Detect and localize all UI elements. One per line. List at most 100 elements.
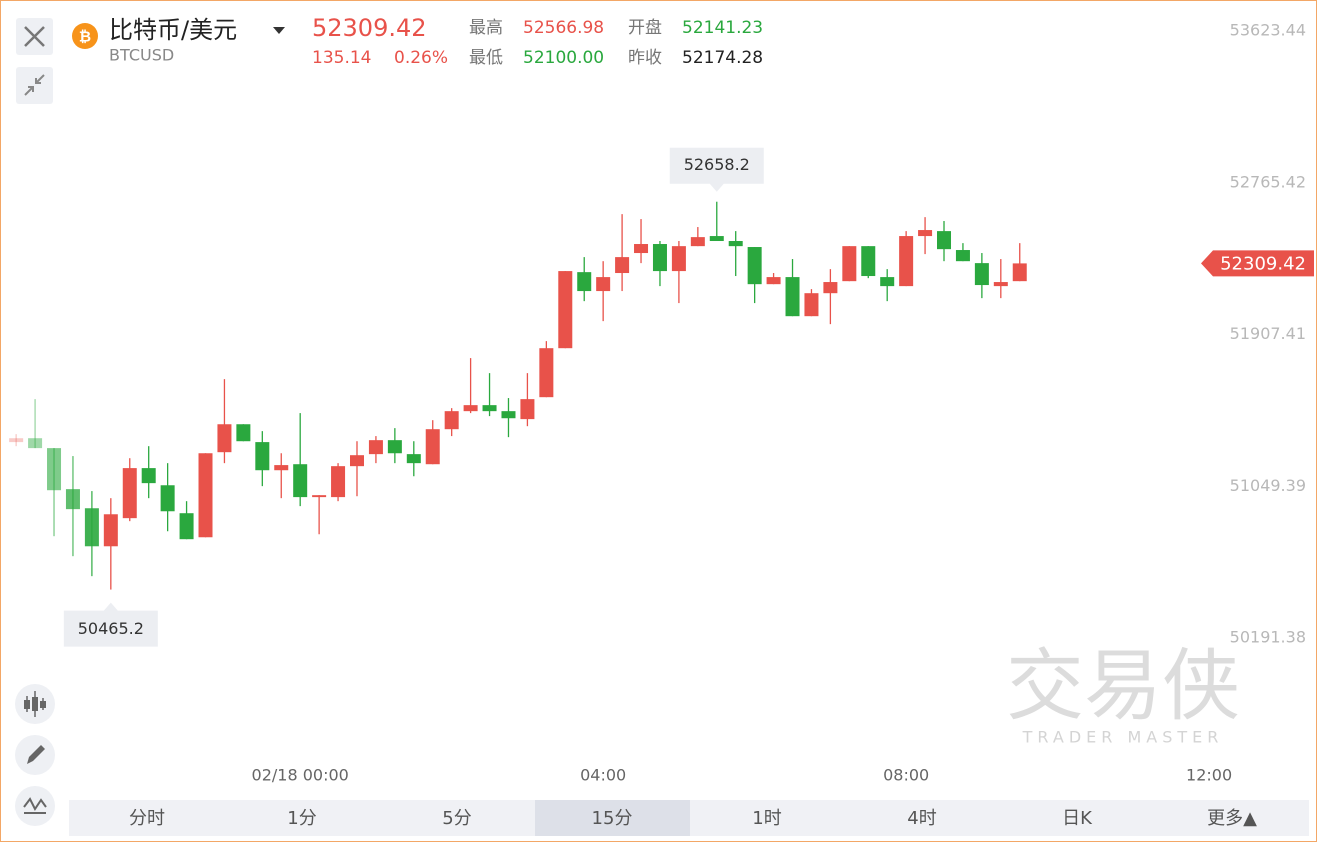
stat-value: 52100.00 bbox=[523, 48, 604, 68]
tab[interactable]: 更多▲ bbox=[1207, 808, 1257, 829]
coin-icon-glyph: ₿ bbox=[79, 28, 91, 46]
tab[interactable]: 4时 bbox=[907, 808, 936, 829]
candle-tool[interactable] bbox=[15, 684, 55, 724]
watermark-en: TRADER MASTER bbox=[1022, 728, 1224, 747]
x-tick-label: 02/18 00:00 bbox=[252, 766, 349, 785]
symbol: BTCUSD bbox=[109, 46, 174, 65]
candle-body bbox=[141, 468, 156, 484]
stat-value: 52566.98 bbox=[523, 18, 604, 38]
x-tick-label: 12:00 bbox=[1186, 766, 1232, 785]
candle-body bbox=[501, 411, 516, 419]
candle-body bbox=[861, 246, 876, 277]
candle-body bbox=[349, 455, 364, 467]
candle-body bbox=[690, 237, 705, 247]
x-tick-label: 04:00 bbox=[580, 766, 626, 785]
candle-body bbox=[652, 244, 667, 272]
stat-label: 昨收 bbox=[628, 48, 662, 68]
watermark: 交易侠 bbox=[1006, 641, 1240, 731]
candle-body bbox=[766, 277, 781, 285]
tab[interactable]: 1时 bbox=[752, 808, 781, 829]
candle-body bbox=[709, 236, 724, 242]
candle-body bbox=[918, 230, 933, 237]
dropdown-icon[interactable] bbox=[273, 27, 285, 34]
candle-body bbox=[274, 465, 289, 471]
candle-body bbox=[425, 429, 440, 465]
candle-body bbox=[577, 272, 592, 292]
candle-body bbox=[804, 293, 819, 317]
candle-body bbox=[444, 411, 459, 430]
candle-body bbox=[198, 453, 213, 538]
candle-body bbox=[179, 513, 194, 540]
stat-label: 开盘 bbox=[628, 18, 662, 38]
close-button[interactable] bbox=[16, 18, 53, 55]
candle-body bbox=[880, 277, 895, 287]
change: 135.14 bbox=[312, 48, 371, 68]
candle-body bbox=[1012, 263, 1027, 282]
candle-body bbox=[596, 277, 611, 292]
y-tick-label: 51907.41 bbox=[1230, 324, 1306, 343]
candle-body bbox=[993, 282, 1008, 287]
tab[interactable]: 1分 bbox=[287, 808, 316, 829]
low-callout bbox=[63, 602, 158, 647]
high-callout bbox=[669, 147, 764, 192]
candle-body bbox=[217, 424, 232, 453]
coin-icon bbox=[72, 23, 98, 49]
candle-body bbox=[331, 466, 346, 498]
tab[interactable]: 5分 bbox=[442, 808, 471, 829]
candle-body bbox=[899, 236, 914, 287]
candle-body bbox=[558, 271, 573, 349]
candle-body bbox=[47, 448, 62, 491]
candle-body bbox=[255, 442, 270, 471]
tab-selected bbox=[535, 800, 690, 836]
candle-body bbox=[122, 468, 137, 519]
high-label: 52658.2 bbox=[684, 155, 750, 174]
candle-body bbox=[539, 348, 554, 398]
stat-value: 52174.28 bbox=[682, 48, 763, 68]
price: 52309.42 bbox=[312, 14, 427, 42]
last-price-tag bbox=[1201, 250, 1314, 277]
candle-body bbox=[823, 282, 838, 294]
shrink-button[interactable] bbox=[16, 67, 53, 104]
candle-body bbox=[974, 263, 989, 286]
y-tick-label: 53623.44 bbox=[1230, 21, 1306, 40]
candle-body bbox=[387, 440, 402, 454]
candle-body bbox=[9, 438, 24, 443]
candle-body bbox=[312, 495, 327, 498]
candle-body bbox=[406, 454, 421, 464]
candle-body bbox=[293, 464, 308, 498]
candle-body bbox=[482, 405, 497, 412]
stat-value: 52141.23 bbox=[682, 18, 763, 38]
candle-body bbox=[236, 424, 251, 442]
candle-body bbox=[634, 244, 649, 254]
stat-label: 最低 bbox=[469, 48, 503, 68]
candle-body bbox=[842, 246, 857, 282]
y-tick-label: 52765.42 bbox=[1230, 172, 1306, 191]
tab[interactable]: 日K bbox=[1062, 808, 1093, 829]
low-label: 50465.2 bbox=[78, 619, 144, 638]
candle-body bbox=[463, 405, 478, 412]
indicator-tool[interactable] bbox=[15, 786, 55, 826]
draw-tool[interactable] bbox=[15, 735, 55, 775]
change-pct: 0.26% bbox=[394, 48, 448, 68]
candle-body bbox=[520, 399, 535, 420]
candle-body bbox=[747, 247, 762, 285]
y-tick-label: 51049.39 bbox=[1230, 476, 1306, 495]
candle-body bbox=[671, 246, 686, 272]
candle-body bbox=[28, 438, 43, 449]
instrument-title[interactable]: 比特币/美元 bbox=[109, 16, 237, 44]
candle-body bbox=[728, 241, 743, 247]
tab[interactable]: 15分 bbox=[592, 808, 633, 829]
candle-body bbox=[615, 257, 630, 274]
y-tick-label: 50191.38 bbox=[1230, 628, 1306, 647]
candle-body bbox=[955, 250, 970, 262]
tab[interactable]: 分时 bbox=[129, 808, 165, 829]
candle-body bbox=[368, 440, 383, 455]
candle-body bbox=[785, 277, 800, 317]
stat-label: 最高 bbox=[469, 18, 503, 38]
candle-body bbox=[84, 508, 99, 547]
candle-body bbox=[65, 489, 80, 510]
candle-body bbox=[103, 514, 118, 547]
candle-body bbox=[160, 485, 175, 512]
